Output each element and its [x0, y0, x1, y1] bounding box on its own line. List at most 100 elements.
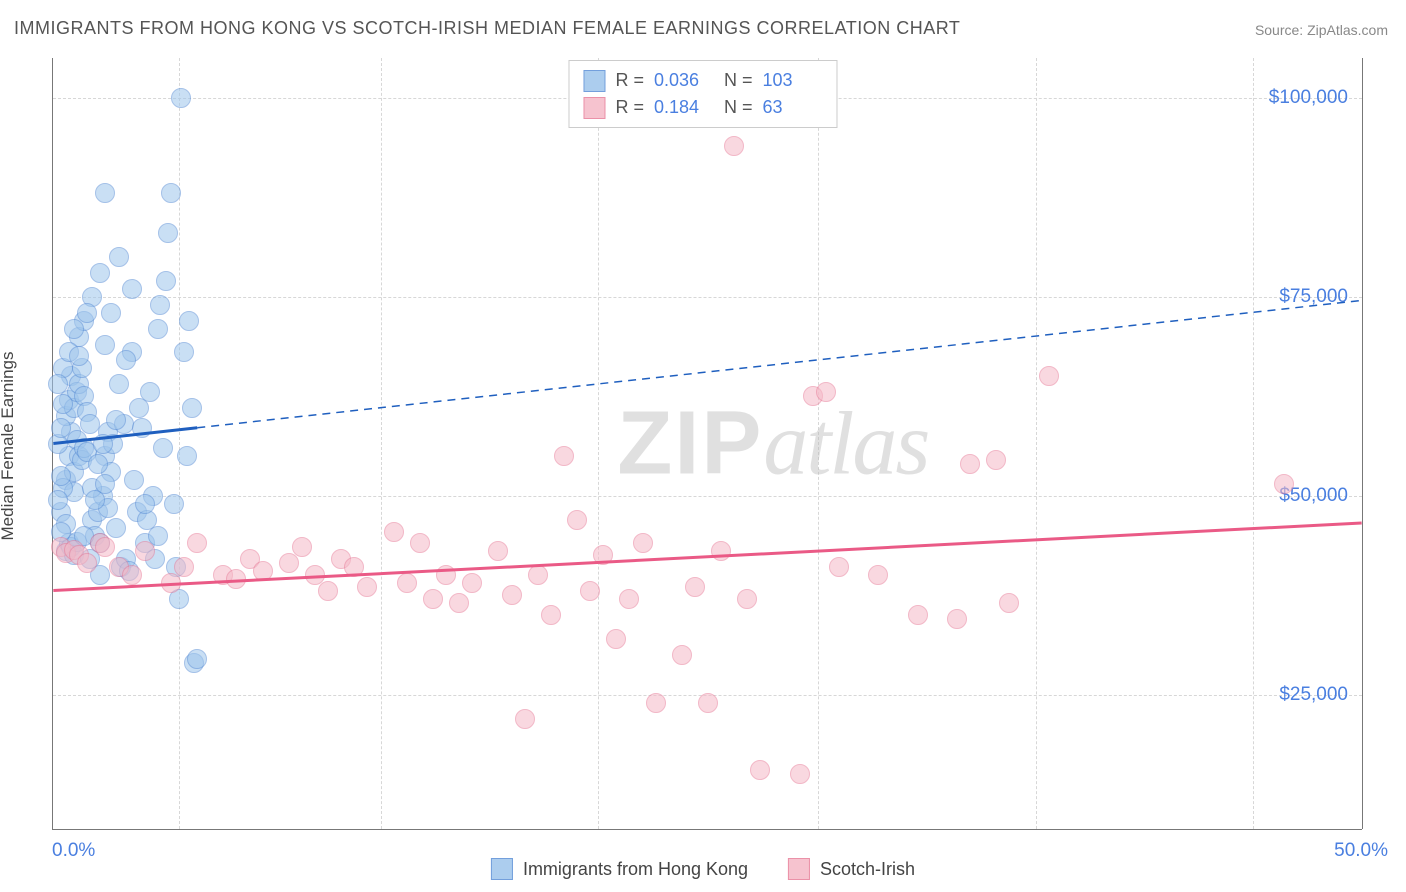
data-point-series-0	[109, 374, 129, 394]
data-point-series-1	[947, 609, 967, 629]
data-point-series-1	[502, 585, 522, 605]
data-point-series-1	[685, 577, 705, 597]
data-point-series-1	[698, 693, 718, 713]
data-point-series-1	[384, 522, 404, 542]
legend-label-series-0: Immigrants from Hong Kong	[523, 859, 748, 880]
data-point-series-1	[619, 589, 639, 609]
data-point-series-0	[150, 295, 170, 315]
data-point-series-1	[908, 605, 928, 625]
legend-stats: R = 0.036 N = 103 R = 0.184 N = 63	[568, 60, 837, 128]
data-point-series-1	[829, 557, 849, 577]
legend-swatch-series-0	[583, 70, 605, 92]
data-point-series-0	[182, 398, 202, 418]
data-point-series-0	[132, 418, 152, 438]
data-point-series-1	[646, 693, 666, 713]
data-point-series-1	[410, 533, 430, 553]
gridline-v	[598, 58, 599, 829]
x-tick-label: 0.0%	[52, 840, 95, 862]
data-point-series-1	[253, 561, 273, 581]
data-point-series-0	[109, 247, 129, 267]
gridline-v	[1253, 58, 1254, 829]
data-point-series-1	[344, 557, 364, 577]
n-value-series-0: 103	[763, 67, 823, 94]
data-point-series-1	[672, 645, 692, 665]
data-point-series-1	[960, 454, 980, 474]
data-point-series-1	[1039, 366, 1059, 386]
data-point-series-1	[711, 541, 731, 561]
data-point-series-1	[187, 533, 207, 553]
n-label: N =	[724, 94, 753, 121]
data-point-series-0	[64, 319, 84, 339]
r-label: R =	[615, 94, 644, 121]
legend-label-series-1: Scotch-Irish	[820, 859, 915, 880]
data-point-series-1	[816, 382, 836, 402]
n-label: N =	[724, 67, 753, 94]
data-point-series-1	[226, 569, 246, 589]
data-point-series-1	[999, 593, 1019, 613]
gridline-h	[53, 496, 1362, 497]
data-point-series-0	[116, 350, 136, 370]
data-point-series-1	[1274, 474, 1294, 494]
data-point-series-0	[122, 279, 142, 299]
x-tick-label: 50.0%	[1334, 840, 1388, 862]
data-point-series-1	[515, 709, 535, 729]
data-point-series-0	[164, 494, 184, 514]
data-point-series-1	[488, 541, 508, 561]
r-value-series-1: 0.184	[654, 94, 714, 121]
r-value-series-0: 0.036	[654, 67, 714, 94]
data-point-series-1	[567, 510, 587, 530]
data-point-series-1	[986, 450, 1006, 470]
legend-stats-row: R = 0.036 N = 103	[583, 67, 822, 94]
plot-area: ZIPatlas $25,000$50,000$75,000$100,000	[52, 58, 1362, 830]
data-point-series-0	[156, 271, 176, 291]
data-point-series-0	[95, 335, 115, 355]
data-point-series-0	[48, 374, 68, 394]
data-point-series-0	[174, 342, 194, 362]
n-value-series-1: 63	[763, 94, 823, 121]
data-point-series-1	[135, 541, 155, 561]
gridline-v	[1362, 58, 1363, 829]
data-point-series-0	[187, 649, 207, 669]
source-attribution: Source: ZipAtlas.com	[1255, 22, 1388, 38]
data-point-series-0	[171, 88, 191, 108]
data-point-series-1	[750, 760, 770, 780]
watermark: ZIPatlas	[617, 392, 928, 495]
trend-lines-layer	[53, 58, 1362, 829]
data-point-series-0	[135, 494, 155, 514]
data-point-series-0	[153, 438, 173, 458]
data-point-series-1	[95, 537, 115, 557]
data-point-series-0	[95, 474, 115, 494]
gridline-v	[381, 58, 382, 829]
data-point-series-1	[318, 581, 338, 601]
data-point-series-1	[292, 537, 312, 557]
data-point-series-1	[724, 136, 744, 156]
legend-swatch-series-1	[583, 97, 605, 119]
data-point-series-0	[69, 346, 89, 366]
chart-title: IMMIGRANTS FROM HONG KONG VS SCOTCH-IRIS…	[14, 18, 960, 39]
y-tick-label: $100,000	[1269, 87, 1348, 109]
data-point-series-1	[462, 573, 482, 593]
legend-swatch-series-1	[788, 858, 810, 880]
data-point-series-1	[606, 629, 626, 649]
data-point-series-0	[140, 382, 160, 402]
data-point-series-0	[148, 526, 168, 546]
r-label: R =	[615, 67, 644, 94]
data-point-series-1	[436, 565, 456, 585]
data-point-series-1	[541, 605, 561, 625]
data-point-series-0	[51, 418, 71, 438]
legend-swatch-series-0	[491, 858, 513, 880]
data-point-series-1	[593, 545, 613, 565]
data-point-series-0	[106, 518, 126, 538]
data-point-series-1	[554, 446, 574, 466]
data-point-series-0	[106, 410, 126, 430]
gridline-v	[818, 58, 819, 829]
data-point-series-0	[48, 490, 68, 510]
data-point-series-0	[161, 183, 181, 203]
gridline-v	[1036, 58, 1037, 829]
data-point-series-0	[53, 394, 73, 414]
data-point-series-1	[77, 553, 97, 573]
data-point-series-0	[77, 303, 97, 323]
data-point-series-1	[868, 565, 888, 585]
data-point-series-1	[161, 573, 181, 593]
data-point-series-0	[51, 466, 71, 486]
